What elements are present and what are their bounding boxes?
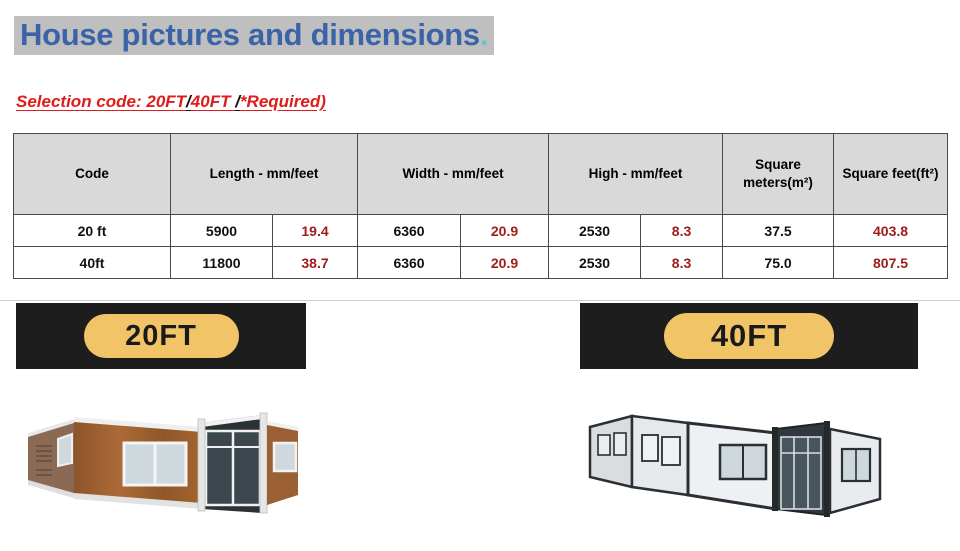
cell-width-mm: 6360 — [357, 246, 462, 279]
house-image-20ft — [16, 383, 306, 523]
title-highlight-bar: House pictures and dimensions. — [14, 15, 495, 55]
house-20ft-illustration — [28, 412, 298, 514]
table-header-row: Code Length - mm/feet Width - mm/feet Hi… — [13, 133, 949, 215]
cell-high-feet: 8.3 — [640, 214, 724, 247]
cell-code: 40ft — [13, 246, 171, 279]
cell-square-feet: 403.8 — [833, 214, 949, 247]
selection-code-note: Selection code: 20FT/40FT /*Required) — [16, 92, 326, 112]
section-divider — [0, 300, 960, 301]
cell-square-meters: 37.5 — [722, 214, 835, 247]
cell-width-mm: 6360 — [357, 214, 462, 247]
cell-code: 20 ft — [13, 214, 171, 247]
cell-length-feet: 38.7 — [271, 246, 359, 279]
selection-code-separator-1: / — [186, 92, 191, 111]
selection-code-middle: 40FT — [190, 92, 236, 111]
badge-20ft: 20FT — [83, 314, 239, 358]
column-header-width: Width - mm/feet — [357, 133, 550, 215]
badge-40ft: 40FT — [664, 313, 834, 359]
cell-high-mm: 2530 — [548, 214, 642, 247]
cell-length-feet: 19.4 — [271, 214, 359, 247]
cell-square-meters: 75.0 — [722, 246, 835, 279]
column-header-square-feet: Square feet(ft²) — [833, 133, 949, 215]
cell-length-mm: 11800 — [170, 246, 273, 279]
column-header-code: Code — [13, 133, 171, 215]
selection-code-separator-2: / — [235, 92, 240, 111]
page-title-block: House pictures and dimensions. — [14, 13, 495, 57]
cell-high-feet: 8.3 — [640, 246, 724, 279]
column-header-high: High - mm/feet — [548, 133, 724, 215]
page-title: House pictures and dimensions — [20, 16, 480, 52]
selection-code-suffix: *Required) — [239, 92, 326, 111]
photo-block-40ft: 40FT — [580, 303, 918, 523]
cell-width-feet: 20.9 — [460, 214, 550, 247]
banner-20ft: 20FT — [16, 303, 306, 369]
column-header-length: Length - mm/feet — [169, 133, 359, 215]
selection-code-prefix: Selection code: 20FT — [16, 92, 187, 111]
photo-block-20ft: 20FT — [16, 303, 306, 523]
banner-40ft: 40FT — [580, 303, 918, 369]
table-row: 20 ft 5900 19.4 6360 20.9 2530 8.3 37.5 … — [13, 214, 949, 247]
column-header-square-meters: Square meters(m²) — [722, 133, 835, 215]
dimensions-table: Code Length - mm/feet Width - mm/feet Hi… — [13, 133, 949, 279]
title-trailing-dot: . — [479, 16, 489, 52]
cell-square-feet: 807.5 — [833, 246, 949, 279]
cell-length-mm: 5900 — [170, 214, 273, 247]
cell-width-feet: 20.9 — [460, 246, 550, 279]
table-row: 40ft 11800 38.7 6360 20.9 2530 8.3 75.0 … — [13, 246, 949, 279]
house-40ft-illustration — [588, 414, 882, 517]
cell-high-mm: 2530 — [548, 246, 642, 279]
house-image-40ft — [580, 383, 918, 523]
